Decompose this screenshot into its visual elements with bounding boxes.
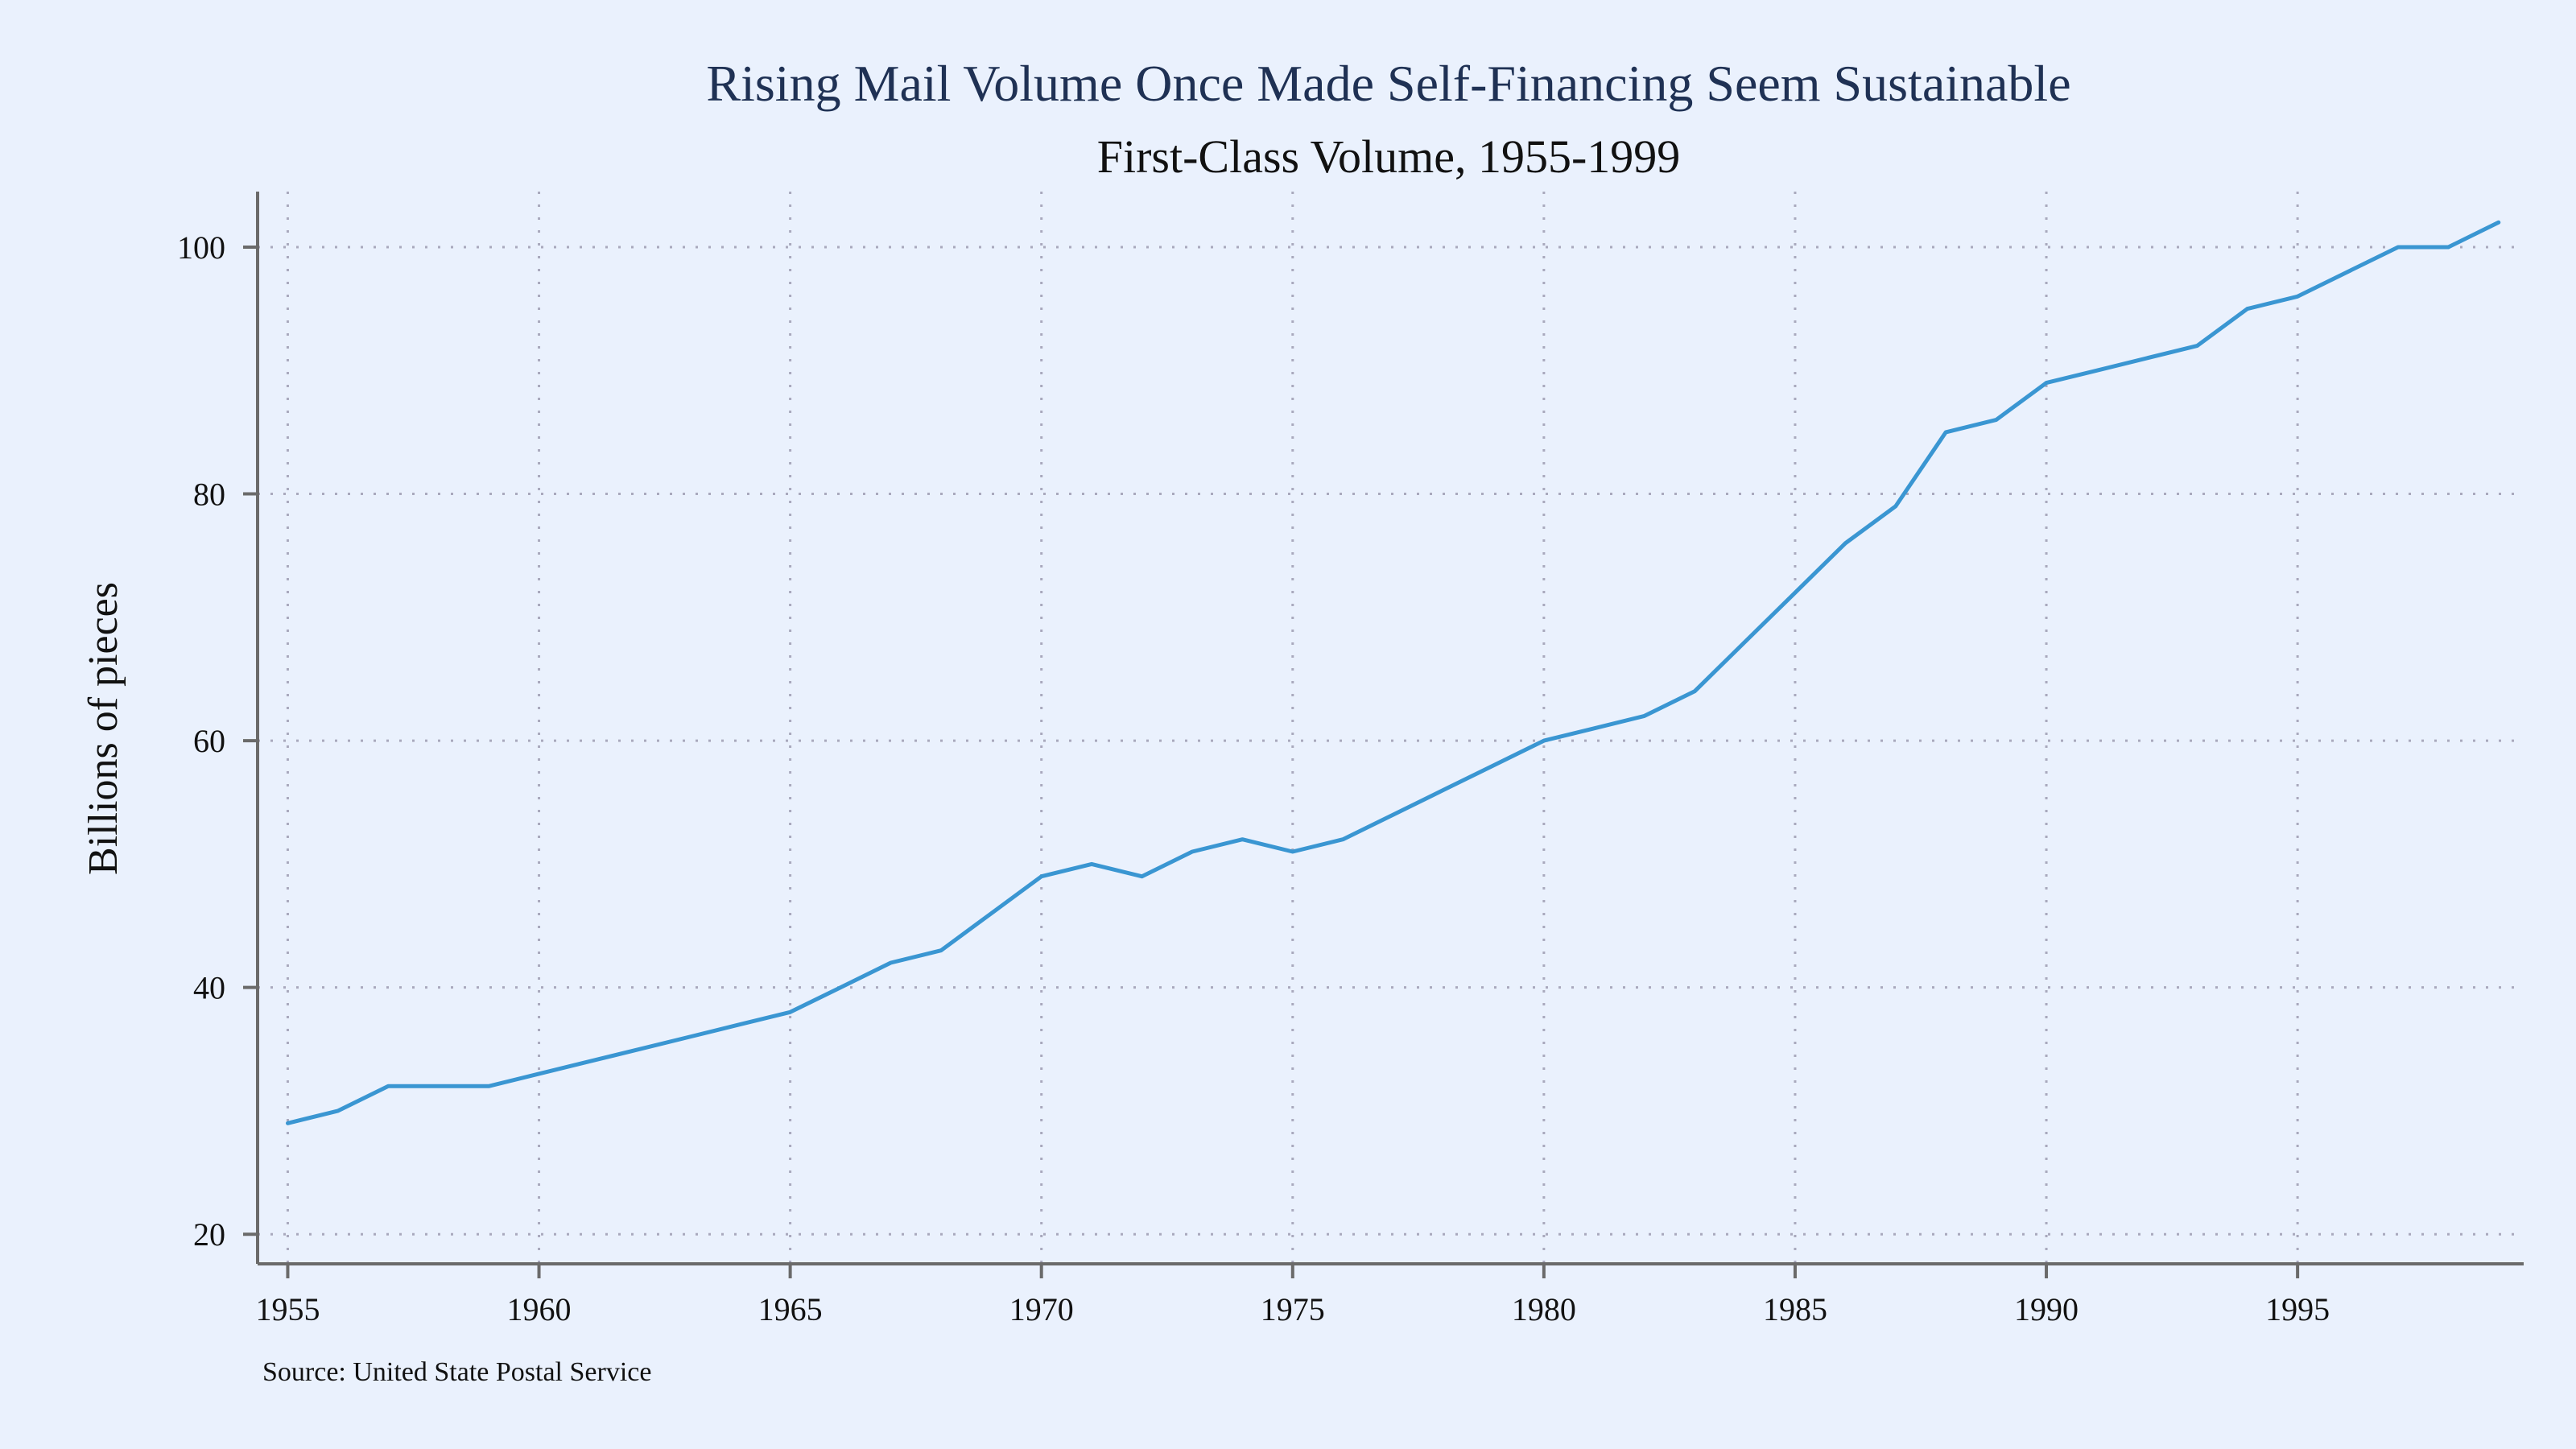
- x-tick-label: 1960: [507, 1291, 572, 1327]
- y-tick-label: 80: [193, 477, 225, 513]
- y-axis-label: Billions of pieces: [80, 582, 126, 875]
- y-tick-label: 100: [177, 229, 225, 266]
- x-tick-label: 1980: [1512, 1291, 1576, 1327]
- x-tick-label: 1995: [2265, 1291, 2330, 1327]
- y-tick-label: 20: [193, 1216, 225, 1253]
- y-tick-label: 40: [193, 970, 225, 1006]
- chart-subtitle: First-Class Volume, 1955-1999: [1097, 130, 1681, 183]
- series-line: [286, 220, 2501, 1125]
- x-tick-label: 1955: [255, 1291, 320, 1327]
- axes: [243, 192, 2524, 1278]
- x-tick-label: 1970: [1009, 1291, 1074, 1327]
- tick-labels: 1955 1960 1965 1970 1975 1980 1985 1990 1995 20 40…: [177, 229, 2330, 1327]
- x-tick-label: 1975: [1261, 1291, 1325, 1327]
- x-tick-label: 1965: [758, 1291, 823, 1327]
- series-layer: [286, 220, 2501, 1125]
- x-tick-label: 1985: [1763, 1291, 1827, 1327]
- x-tick-label: 1990: [2014, 1291, 2079, 1327]
- y-tick-label: 60: [193, 723, 225, 759]
- source-note: Source: United State Postal Service: [262, 1357, 651, 1387]
- chart-title: Rising Mail Volume Once Made Self-Financ…: [706, 55, 2070, 112]
- gridlines: [258, 192, 2524, 1264]
